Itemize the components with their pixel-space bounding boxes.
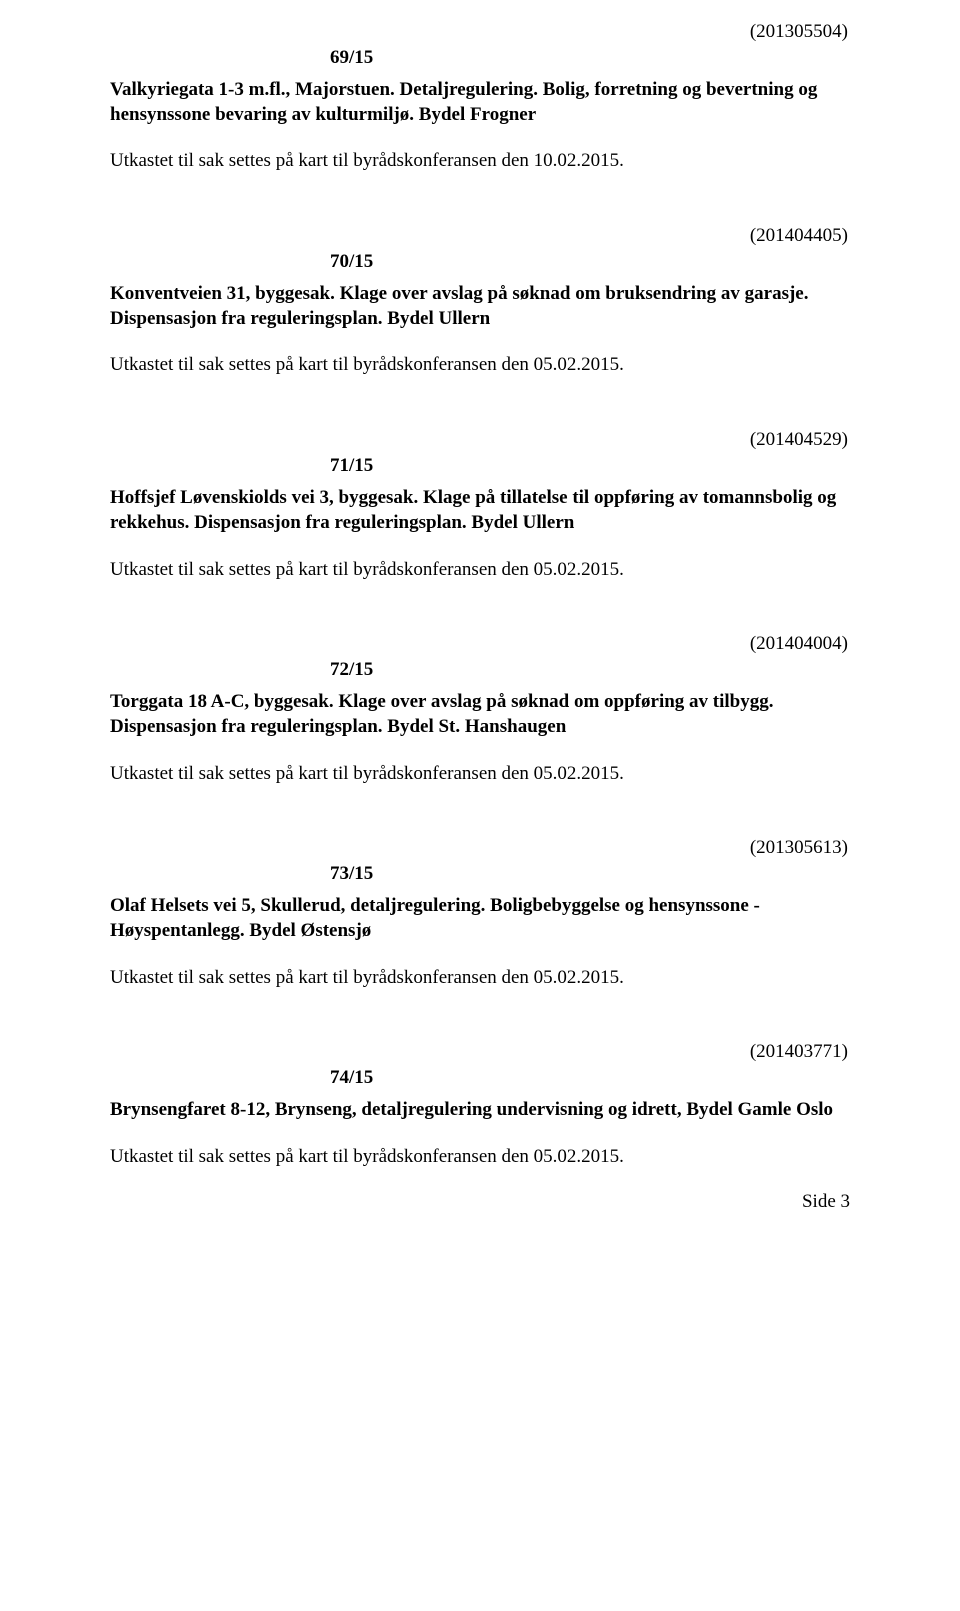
entry-title: Hoffsjef Løvenskiolds vei 3, byggesak. K… <box>110 486 850 535</box>
entry-action: Utkastet til sak settes på kart til byrå… <box>110 1145 850 1170</box>
entry-action: Utkastet til sak settes på kart til byrå… <box>110 966 850 991</box>
case-number: 71/15 <box>330 454 373 479</box>
entry-action: Utkastet til sak settes på kart til byrå… <box>110 558 850 583</box>
entry-title: Valkyriegata 1-3 m.fl., Majorstuen. Deta… <box>110 78 850 127</box>
reference-number: (201305504) <box>750 20 848 45</box>
entry-title: Torggata 18 A-C, byggesak. Klage over av… <box>110 690 850 739</box>
page-footer: Side 3 <box>110 1190 850 1215</box>
case-number: 70/15 <box>330 250 373 275</box>
entry-header: (201404405) 70/15 <box>110 224 850 276</box>
entry-title: Konventveien 31, byggesak. Klage over av… <box>110 282 850 331</box>
entry-4: (201305613) 73/15 Olaf Helsets vei 5, Sk… <box>110 836 850 990</box>
entry-header: (201404004) 72/15 <box>110 632 850 684</box>
entry-title: Brynsengfaret 8-12, Brynseng, detaljregu… <box>110 1098 850 1123</box>
entry-3: (201404004) 72/15 Torggata 18 A-C, bygge… <box>110 632 850 786</box>
entry-1: (201404405) 70/15 Konventveien 31, bygge… <box>110 224 850 378</box>
reference-number: (201404529) <box>750 428 848 453</box>
reference-number: (201305613) <box>750 836 848 861</box>
entry-header: (201305613) 73/15 <box>110 836 850 888</box>
entry-action: Utkastet til sak settes på kart til byrå… <box>110 353 850 378</box>
case-number: 69/15 <box>330 46 373 71</box>
entry-action: Utkastet til sak settes på kart til byrå… <box>110 149 850 174</box>
entry-header: (201403771) 74/15 <box>110 1040 850 1092</box>
entry-0: (201305504) 69/15 Valkyriegata 1-3 m.fl.… <box>110 20 850 174</box>
entry-header: (201404529) 71/15 <box>110 428 850 480</box>
entry-5: (201403771) 74/15 Brynsengfaret 8-12, Br… <box>110 1040 850 1169</box>
reference-number: (201404405) <box>750 224 848 249</box>
reference-number: (201404004) <box>750 632 848 657</box>
case-number: 72/15 <box>330 658 373 683</box>
entry-2: (201404529) 71/15 Hoffsjef Løvenskiolds … <box>110 428 850 582</box>
entry-action: Utkastet til sak settes på kart til byrå… <box>110 762 850 787</box>
entry-title: Olaf Helsets vei 5, Skullerud, detaljreg… <box>110 894 850 943</box>
entry-header: (201305504) 69/15 <box>110 20 850 72</box>
case-number: 74/15 <box>330 1066 373 1091</box>
case-number: 73/15 <box>330 862 373 887</box>
reference-number: (201403771) <box>750 1040 848 1065</box>
